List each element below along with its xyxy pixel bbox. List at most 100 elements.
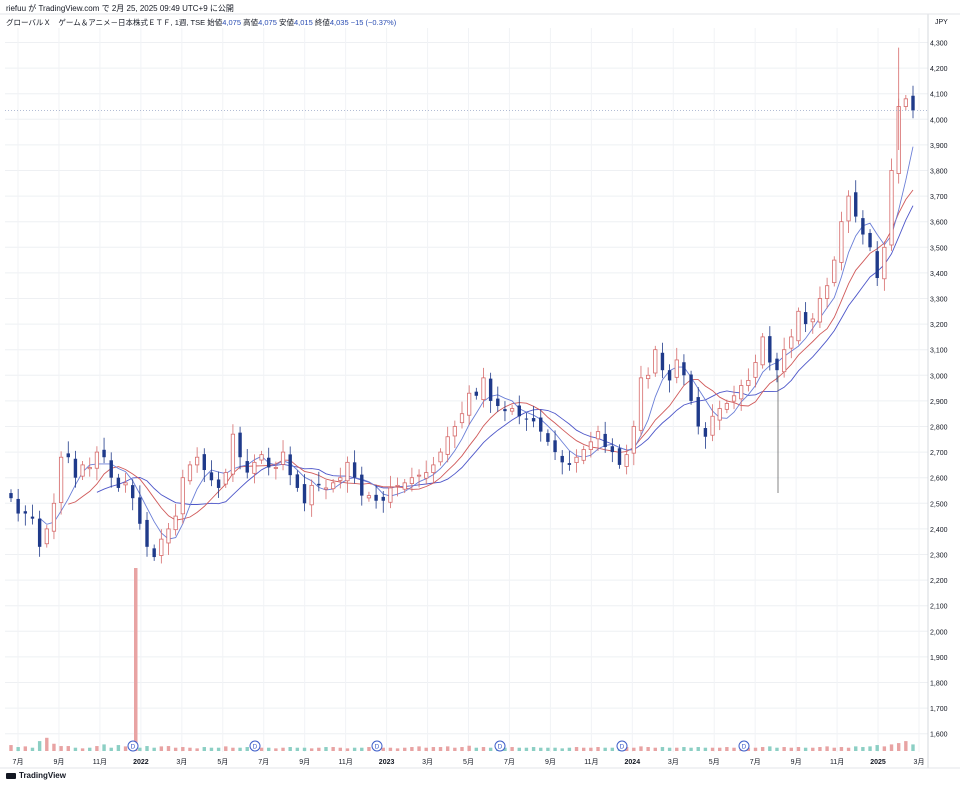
dividend-marker-label: D — [253, 744, 258, 751]
volume-bar — [818, 747, 822, 751]
candle-body — [352, 462, 357, 478]
candle-body — [903, 98, 908, 107]
volume-bar — [445, 746, 450, 751]
volume-bar — [23, 746, 28, 751]
moving-average-long — [96, 205, 914, 505]
candle-body — [510, 408, 515, 412]
candle-body — [739, 385, 744, 400]
dividend-marker-icon — [249, 740, 261, 752]
volume-bar — [696, 747, 700, 751]
time-tick-label: 9月 — [545, 758, 556, 766]
volume-bar — [324, 747, 328, 751]
candle-body — [145, 519, 149, 547]
volume-bar — [16, 747, 20, 751]
volume-bar — [173, 747, 178, 751]
volume-bar — [589, 747, 593, 751]
candle-body — [717, 408, 722, 421]
candle-body — [152, 548, 156, 558]
candle-body — [481, 377, 486, 401]
volume-bar — [403, 747, 407, 751]
volume-bar — [624, 747, 629, 751]
time-tick-label: 11月 — [830, 758, 844, 766]
price-tick-label: 2,000 — [930, 629, 948, 636]
candle-body — [216, 479, 221, 488]
candle-body — [724, 403, 729, 410]
volume-bar — [195, 748, 199, 751]
volume-bar — [159, 746, 164, 751]
volume-bar — [889, 744, 894, 751]
price-tick-label: 2,300 — [930, 553, 948, 560]
symbol-legend: グローバルＸ ゲーム＆アニメ－日本株式ＥＴＦ, 1週, TSE 始値4,075 … — [6, 17, 396, 28]
volume-bar — [539, 747, 543, 751]
candle-body — [9, 493, 13, 499]
time-tick-label: 11月 — [338, 758, 352, 766]
candle-body — [889, 170, 894, 246]
volume-bar — [274, 748, 278, 751]
candle-body — [123, 482, 128, 486]
price-tick-label: 3,200 — [930, 322, 948, 329]
close-label: 終値 — [314, 18, 330, 27]
candle-body — [187, 464, 193, 482]
volume-bar — [95, 746, 99, 751]
volume-bar — [689, 747, 693, 751]
candle-body — [782, 349, 787, 373]
candle-body — [861, 218, 865, 235]
candle-body — [273, 467, 278, 469]
candle-body — [731, 395, 737, 402]
volume-bar — [181, 747, 185, 751]
volume-bar — [345, 748, 350, 751]
time-tick-label: 3月 — [422, 758, 433, 766]
candle-body — [59, 456, 64, 503]
candle-body — [202, 454, 206, 471]
candle-body — [374, 494, 378, 501]
volume-bar — [267, 747, 271, 751]
price-tick-label: 3,900 — [930, 143, 948, 150]
candle-body — [588, 441, 593, 450]
candle-body — [317, 483, 321, 486]
volume-bar — [238, 747, 242, 751]
candle-body — [760, 336, 765, 366]
candle-body — [775, 358, 779, 371]
volume-bar — [467, 745, 471, 751]
volume-bar — [488, 747, 493, 751]
candle-body — [646, 374, 651, 380]
candle-body — [753, 362, 758, 378]
candle-body — [789, 336, 794, 349]
volume-bar — [209, 747, 214, 751]
volume-bar — [524, 747, 529, 751]
time-tick-label: 7月 — [504, 758, 515, 766]
low-value: 4,015 — [294, 18, 313, 27]
volume-bar — [882, 746, 887, 751]
volume-bar — [581, 747, 586, 751]
volume-bar — [768, 746, 772, 751]
candle-body — [138, 497, 142, 524]
volume-bar — [646, 747, 650, 751]
candle-body — [267, 457, 271, 468]
volume-bar — [410, 747, 414, 751]
candle-body — [488, 378, 493, 401]
candle-body — [653, 349, 658, 374]
candle-body — [51, 502, 57, 532]
candle-body — [839, 221, 844, 263]
volume-bar — [531, 747, 536, 751]
volume-bar — [66, 746, 70, 751]
tradingview-logo[interactable]: TradingView — [6, 771, 66, 780]
candle-body — [689, 374, 693, 401]
candle-body — [402, 482, 407, 490]
volume-bar — [753, 747, 758, 751]
time-tick-label: 11月 — [93, 758, 107, 766]
volume-bar — [388, 747, 393, 751]
candle-body — [452, 426, 457, 437]
candle-body — [574, 456, 579, 463]
volume-bar — [653, 747, 657, 751]
volume-bar — [9, 745, 13, 751]
dividend-marker-icon — [371, 740, 383, 752]
volume-bar — [381, 747, 385, 751]
time-tick-label: 5月 — [217, 758, 228, 766]
time-tick-label: 5月 — [709, 758, 720, 766]
candle-body — [288, 454, 292, 476]
volume-bar — [338, 747, 343, 751]
volume-bar — [775, 747, 779, 751]
tradingview-brand: TradingView — [19, 771, 66, 780]
